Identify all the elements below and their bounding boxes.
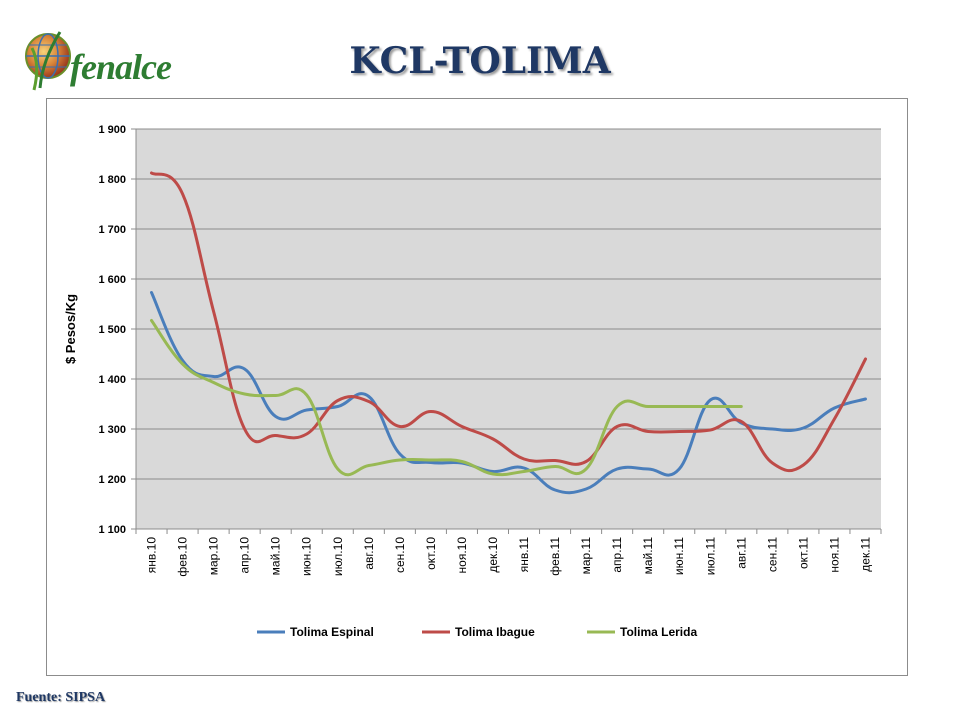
x-tick-label: июл.11 — [703, 537, 717, 576]
logo-wordmark: fenalce — [70, 47, 172, 87]
y-tick-label: 1 800 — [98, 174, 126, 186]
x-tick-label: июн.11 — [672, 537, 686, 575]
legend-label: Tolima Ibague — [455, 625, 535, 639]
x-tick-label: сен.10 — [393, 537, 407, 573]
x-tick-label: мар.10 — [207, 537, 221, 576]
x-tick-label: сен.11 — [765, 537, 779, 572]
y-tick-label: 1 500 — [98, 324, 126, 336]
y-tick-label: 1 300 — [98, 424, 126, 436]
y-tick-label: 1 100 — [98, 524, 126, 536]
x-tick-label: июл.10 — [331, 537, 345, 576]
x-tick-label: янв.10 — [145, 537, 159, 574]
x-tick-label: авг.10 — [362, 537, 376, 570]
x-tick-label: апр.10 — [238, 537, 252, 574]
x-tick-label: апр.11 — [610, 537, 624, 573]
globe-icon — [25, 31, 71, 91]
y-tick-label: 1 600 — [98, 274, 126, 286]
legend-label: Tolima Lerida — [620, 625, 697, 639]
x-tick-label: ноя.10 — [455, 537, 469, 574]
source-footnote: Fuente: SIPSA — [16, 690, 106, 705]
y-tick-label: 1 400 — [98, 374, 126, 386]
chart-frame: 1 100 1 200 1 300 1 400 1 500 1 600 1 700 1 800… — [46, 98, 908, 676]
x-tick-label: янв.11 — [517, 537, 531, 573]
x-tick-label: фев.10 — [176, 537, 190, 577]
line-chart: 1 100 1 200 1 300 1 400 1 500 1 600 1 700 1 800… — [63, 124, 882, 639]
fenalce-logo: fenalce — [20, 26, 172, 96]
x-tick-label: май.11 — [641, 537, 655, 575]
x-tick-label: фев.11 — [548, 537, 562, 576]
x-tick-label: ноя.11 — [827, 537, 841, 573]
x-tick-label: авг.11 — [734, 537, 748, 569]
y-tick-label: 1 700 — [98, 224, 126, 236]
x-tick-label: мар.11 — [579, 537, 593, 575]
y-tick-label: 1 900 — [98, 124, 126, 136]
page-title: KCL-TOLIMA — [349, 40, 611, 82]
x-tick-label: окт.11 — [796, 537, 810, 569]
legend-label: Tolima Espinal — [290, 625, 374, 639]
series-line-tolima-ibague — [150, 171, 867, 473]
y-tick-label: 1 200 — [98, 474, 126, 486]
x-tick-label: дек.10 — [486, 537, 500, 573]
x-tick-label: май.10 — [269, 537, 283, 576]
series-line-tolima-lerida — [150, 319, 743, 477]
y-axis-label: $ Pesos/Kg — [63, 294, 78, 364]
x-tick-label: окт.10 — [424, 537, 438, 570]
x-tick-label: дек.11 — [858, 537, 872, 572]
x-tick-label: июн.10 — [300, 537, 314, 576]
